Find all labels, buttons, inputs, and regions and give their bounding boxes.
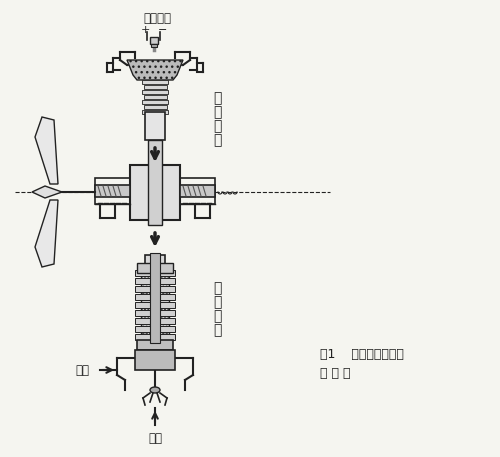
Text: 图1    活塞式航空发动: 图1 活塞式航空发动 (320, 348, 404, 361)
Bar (144, 105, 167, 109)
Polygon shape (127, 60, 183, 80)
Text: 行: 行 (213, 119, 222, 133)
Text: 接通电源: 接通电源 (143, 12, 171, 25)
Text: 供油: 供油 (75, 363, 89, 377)
Text: 工: 工 (213, 91, 222, 105)
Text: 缩: 缩 (213, 295, 222, 309)
Bar (137, 340, 173, 350)
Bar (142, 90, 168, 94)
Text: 机 构 造: 机 构 造 (320, 367, 350, 380)
Bar (151, 44, 157, 47)
Bar (135, 334, 175, 340)
Text: 供气: 供气 (148, 432, 162, 445)
Bar (135, 294, 175, 300)
Bar (148, 140, 162, 225)
Bar (135, 310, 175, 316)
Text: +: + (140, 25, 149, 35)
Bar (150, 253, 160, 343)
Text: 压: 压 (213, 281, 222, 295)
Text: −: − (158, 25, 168, 35)
Bar (144, 85, 167, 89)
Bar (135, 326, 175, 332)
Bar (95, 178, 130, 204)
Text: 作: 作 (213, 105, 222, 119)
Bar (141, 270, 169, 340)
Text: 程: 程 (213, 323, 222, 337)
Bar (135, 278, 175, 284)
Bar (137, 263, 173, 273)
Bar (180, 185, 215, 197)
Bar (142, 110, 168, 114)
Bar (150, 37, 158, 44)
Bar (145, 112, 165, 140)
Bar (145, 255, 165, 270)
Bar (135, 270, 175, 276)
Bar (142, 80, 168, 84)
Bar (135, 318, 175, 324)
Bar (142, 100, 168, 104)
Bar (95, 185, 130, 197)
Bar (130, 165, 180, 220)
Bar (135, 286, 175, 292)
Bar (135, 350, 175, 370)
Polygon shape (35, 200, 58, 267)
Text: 行: 行 (213, 309, 222, 323)
Bar (180, 178, 215, 204)
Bar (135, 302, 175, 308)
Text: 程: 程 (213, 133, 222, 147)
Ellipse shape (150, 387, 160, 393)
Bar (144, 95, 167, 99)
Polygon shape (32, 186, 62, 198)
Polygon shape (35, 117, 58, 184)
